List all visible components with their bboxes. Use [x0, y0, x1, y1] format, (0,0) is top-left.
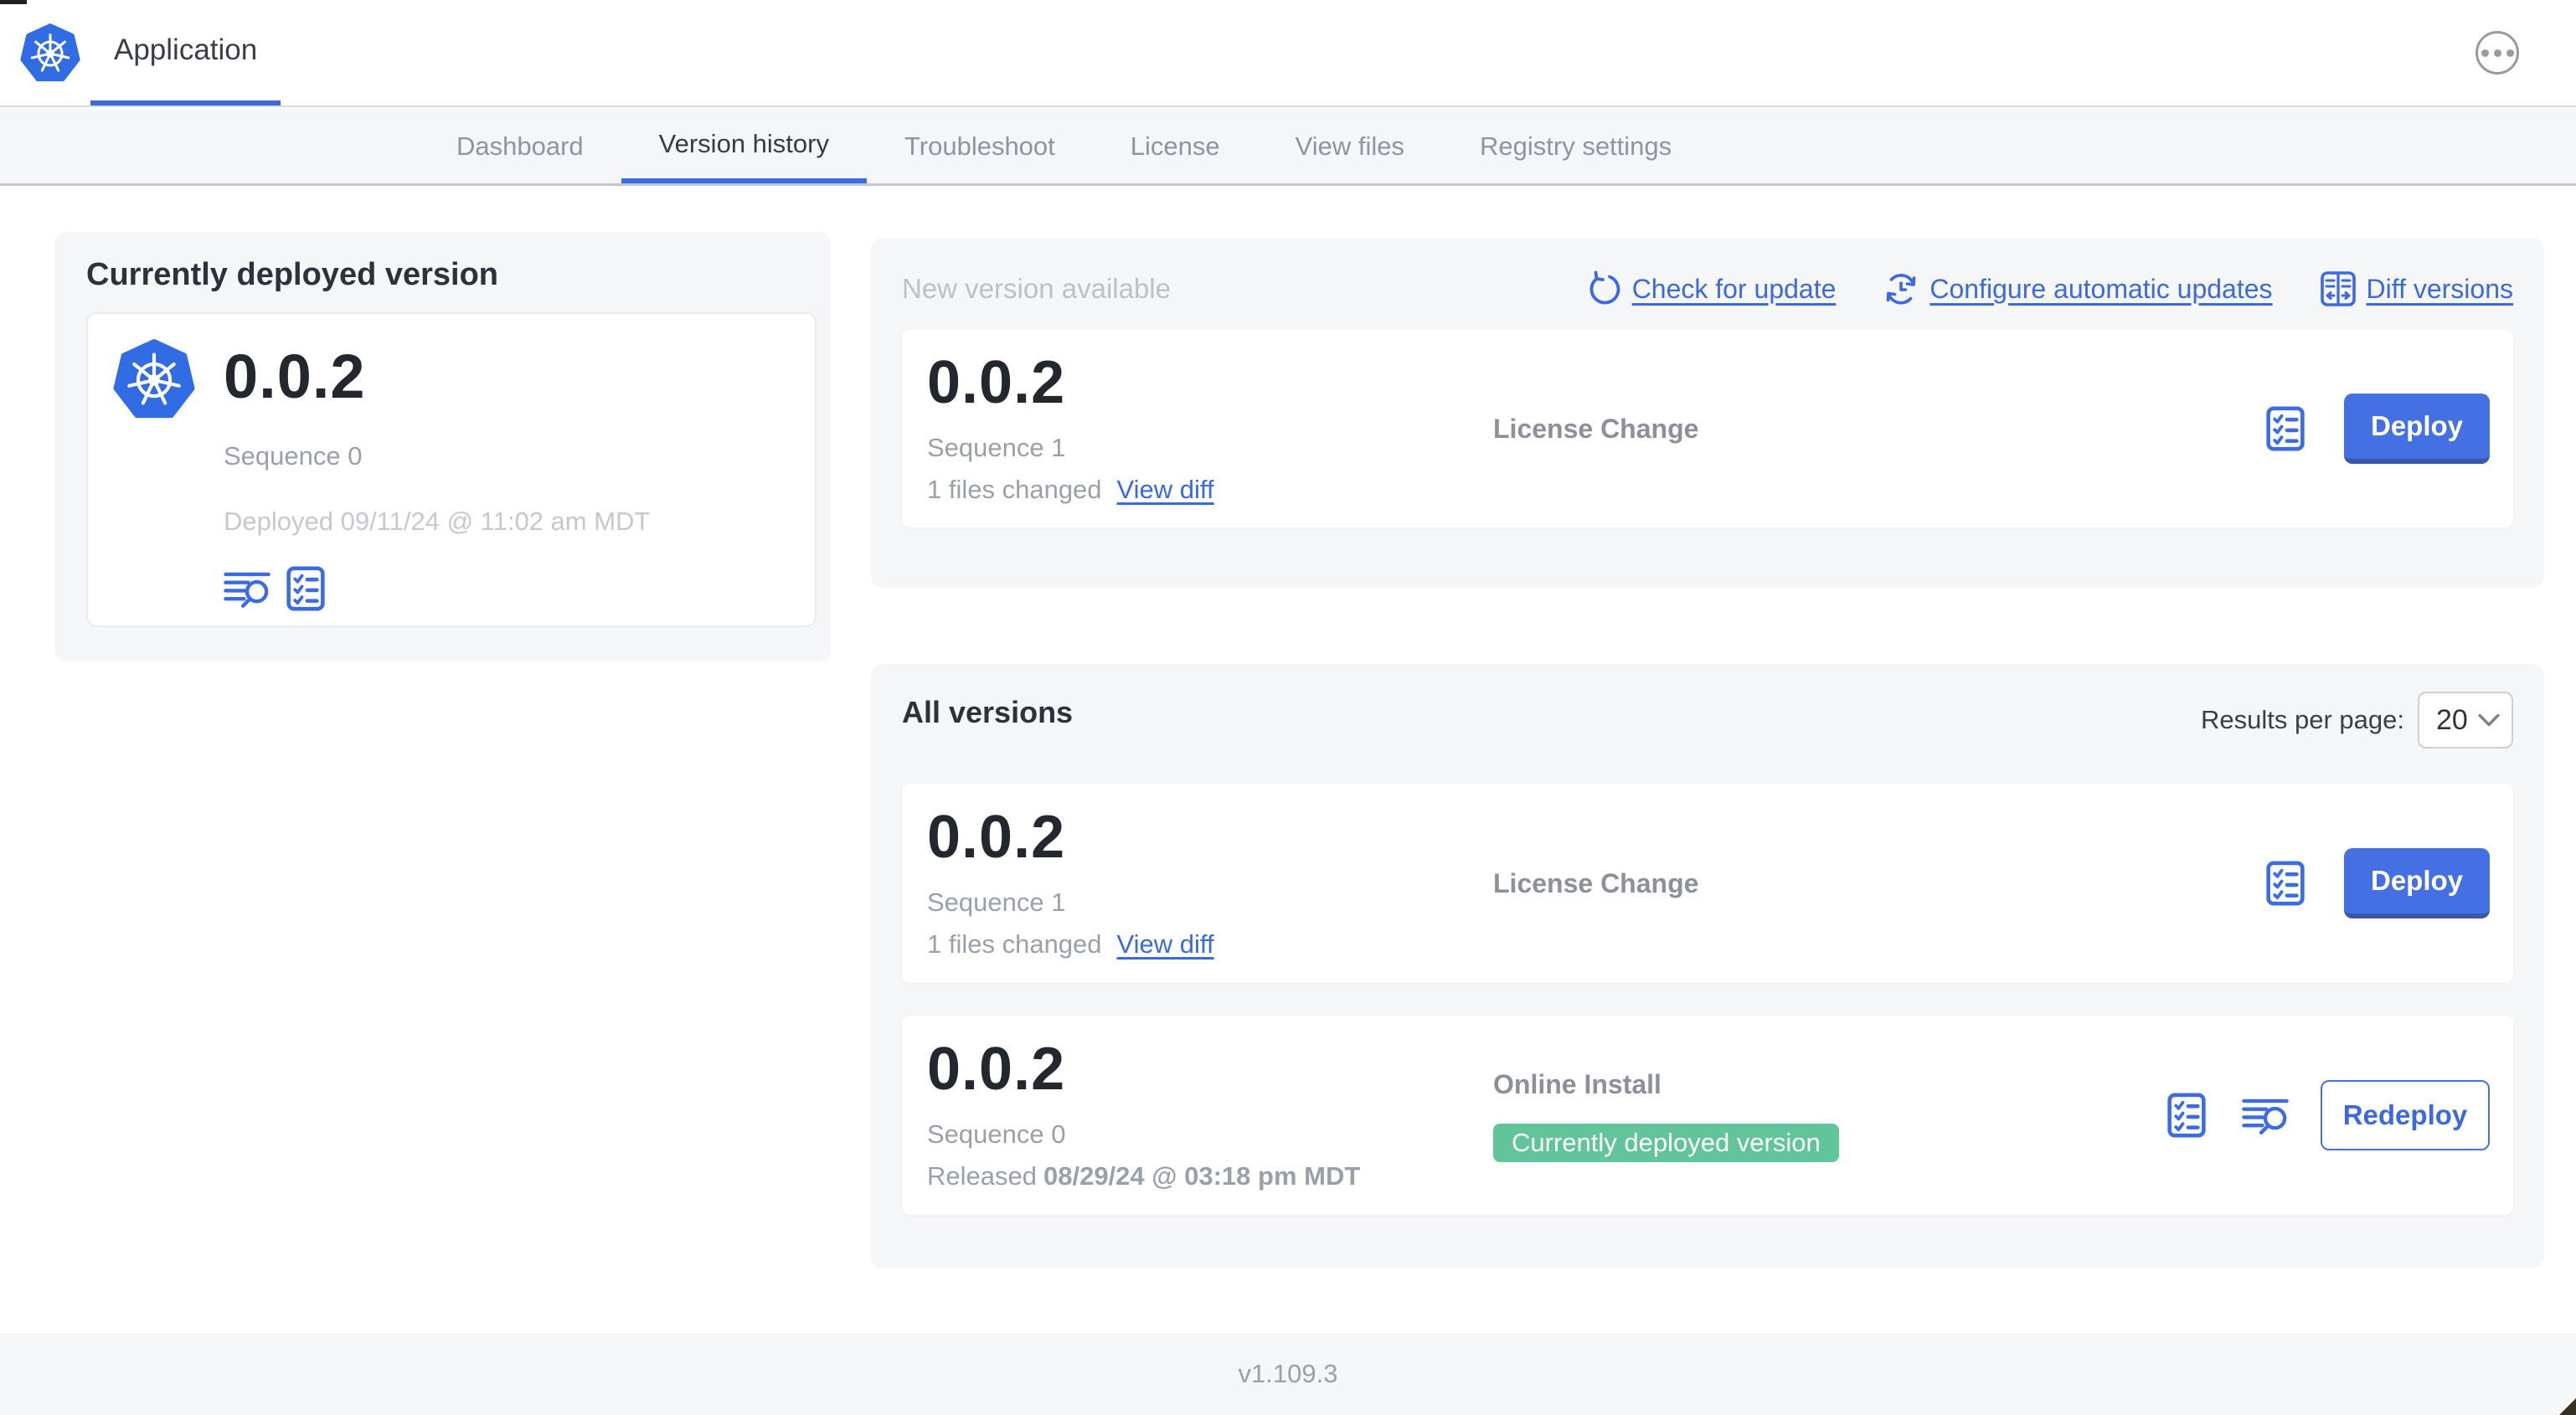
view-logs-icon — [224, 565, 270, 612]
version-row: 0.0.2 Sequence 0 Released 08/29/24 @ 03:1… — [902, 1016, 2513, 1215]
new-version-section: New version available Check for update C… — [871, 238, 2544, 588]
app-footer: v1.109.3 — [0, 1333, 2576, 1415]
app-tab-label: Application — [114, 33, 258, 66]
tab-dashboard[interactable]: Dashboard — [456, 131, 584, 161]
checklist-icon — [282, 565, 329, 612]
chevron-down-icon — [2478, 713, 2500, 727]
currently-deployed-badge: Currently deployed version — [1493, 1123, 1839, 1162]
version-source-label: License Change — [1493, 413, 1699, 444]
view-diff-link[interactable]: View diff — [1116, 475, 1214, 504]
footer-version: v1.109.3 — [1238, 1359, 1338, 1388]
kubernetes-app-icon — [113, 339, 195, 421]
tab-version-history[interactable]: Version history — [621, 109, 867, 183]
results-per-page-select[interactable]: 20 — [2418, 692, 2513, 749]
version-source-label: License Change — [1493, 867, 1699, 898]
checklist-icon — [2163, 1092, 2210, 1139]
version-config-button[interactable] — [2262, 405, 2309, 452]
all-versions-title: All versions — [902, 695, 1074, 729]
deploy-button[interactable]: Deploy — [2344, 394, 2490, 464]
files-changed-label: 1 files changed — [927, 929, 1102, 959]
version-config-button[interactable] — [282, 565, 329, 612]
version-config-button[interactable] — [2262, 860, 2309, 907]
version-number: 0.0.2 — [927, 1036, 1066, 1103]
checklist-icon — [2262, 860, 2309, 907]
app-subnav: Dashboard Version history Troubleshoot L… — [0, 109, 2576, 186]
currently-deployed-card: Currently deployed version 0.0.2 Sequenc… — [54, 232, 831, 661]
ellipsis-icon — [2481, 49, 2489, 57]
version-number: 0.0.2 — [927, 804, 1066, 871]
checklist-icon — [2262, 405, 2309, 452]
version-source-label: Online Install — [1493, 1068, 1662, 1099]
files-changed-label: 1 files changed — [927, 475, 1102, 504]
diff-versions-link[interactable]: Diff versions — [2320, 270, 2513, 307]
deployed-sequence-label: Sequence 0 — [224, 441, 363, 471]
more-menu-button[interactable] — [2476, 31, 2519, 75]
sequence-label: Sequence 0 — [927, 1119, 1066, 1149]
deployed-version-number: 0.0.2 — [224, 342, 366, 411]
view-logs-icon — [2242, 1092, 2289, 1139]
sequence-label: Sequence 1 — [927, 433, 1066, 462]
auto-update-clock-icon — [1887, 273, 1916, 305]
version-row: 0.0.2 Sequence 1 1 files changed View di… — [902, 784, 2513, 983]
results-per-page-value: 20 — [2436, 703, 2468, 736]
screenshot-artifact — [2559, 1398, 2576, 1415]
tab-troubleshoot[interactable]: Troubleshoot — [904, 131, 1055, 161]
tab-application[interactable]: Application — [90, 0, 281, 105]
tab-registry-settings[interactable]: Registry settings — [1480, 131, 1672, 161]
sequence-label: Sequence 1 — [927, 888, 1066, 917]
new-version-title: New version available — [902, 273, 1171, 304]
currently-deployed-title: Currently deployed version — [86, 257, 499, 292]
results-per-page-label: Results per page: — [2201, 705, 2404, 734]
redeploy-button[interactable]: Redeploy — [2321, 1080, 2490, 1150]
check-for-update-link[interactable]: Check for update — [1585, 270, 1836, 307]
released-timestamp: Released 08/29/24 @ 03:18 pm MDT — [927, 1161, 1361, 1191]
new-version-row: 0.0.2 Sequence 1 1 files changed View di… — [902, 330, 2513, 527]
deploy-logs-button[interactable] — [2242, 1092, 2289, 1139]
deploy-logs-button[interactable] — [224, 565, 270, 612]
kubernetes-logo-icon — [20, 23, 80, 85]
tab-license[interactable]: License — [1130, 131, 1220, 161]
refresh-icon — [1589, 270, 1620, 305]
deployed-version-box: 0.0.2 Sequence 0 Deployed 09/11/24 @ 11:… — [86, 312, 817, 627]
all-versions-section: All versions Results per page: 20 0.0.2 … — [871, 664, 2544, 1268]
version-config-button[interactable] — [2163, 1092, 2210, 1139]
deployed-timestamp: Deployed 09/11/24 @ 11:02 am MDT — [224, 507, 651, 536]
screenshot-artifact — [0, 0, 27, 4]
tab-view-files[interactable]: View files — [1295, 131, 1405, 161]
configure-automatic-updates-link[interactable]: Configure automatic updates — [1883, 270, 2273, 307]
diff-icon — [2320, 271, 2356, 306]
view-diff-link[interactable]: View diff — [1116, 929, 1214, 959]
version-number: 0.0.2 — [927, 349, 1066, 416]
deploy-button[interactable]: Deploy — [2344, 848, 2490, 918]
app-header: Application — [0, 0, 2576, 107]
